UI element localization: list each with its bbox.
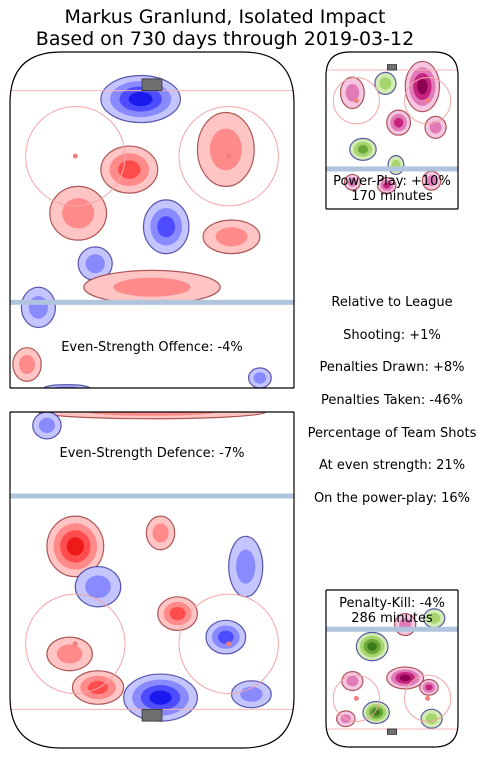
even-strength-defence-rink xyxy=(9,411,295,749)
blue-line xyxy=(326,626,458,632)
rink-boards xyxy=(325,590,459,748)
heat-contour xyxy=(149,690,172,705)
heat-contour xyxy=(152,523,169,543)
heat-contour xyxy=(253,372,267,384)
heat-contour xyxy=(157,216,176,238)
heatmap-layer xyxy=(10,74,294,388)
penalty-kill-label: Penalty-Kill: -4% 286 minutes xyxy=(326,596,458,626)
goal-net xyxy=(141,708,163,722)
heat-contour xyxy=(218,630,234,644)
relative-header: Relative to League xyxy=(331,295,453,310)
heat-contour xyxy=(425,684,433,691)
shooting-stat: Shooting: +1% xyxy=(343,328,441,343)
heat-contour xyxy=(118,160,141,179)
heat-contour xyxy=(429,121,442,134)
rink-boards xyxy=(325,51,459,209)
goal-net xyxy=(386,64,398,71)
heatmap-layer xyxy=(10,412,294,722)
even-strength-offence-rink xyxy=(9,51,295,389)
power-play-pct: Power-Play: +10% xyxy=(333,174,451,189)
heat-contour xyxy=(62,198,95,229)
heat-contour xyxy=(215,227,248,247)
blue-line xyxy=(10,299,294,305)
faceoff-circle xyxy=(25,593,126,695)
faceoff-circle xyxy=(178,593,279,695)
penalties-drawn-stat: Penalties Drawn: +8% xyxy=(319,360,465,375)
heat-contour xyxy=(347,177,357,187)
defence-label: Even-Strength Defence: -7% xyxy=(59,446,245,461)
heat-contour xyxy=(43,384,91,388)
heatmap-layer xyxy=(326,60,458,194)
blue-line xyxy=(326,166,458,172)
heat-contour xyxy=(345,83,360,102)
faceoff-circle xyxy=(332,77,380,125)
heatmap-layer xyxy=(326,608,458,730)
faceoff-dot xyxy=(226,153,232,159)
faceoff-dot xyxy=(226,641,232,647)
heat-contour xyxy=(367,642,377,651)
faceoff-dot xyxy=(425,695,431,701)
team-shots-header: Percentage of Team Shots xyxy=(307,426,477,441)
heat-contour xyxy=(38,417,55,434)
faceoff-circle xyxy=(178,105,279,207)
power-play-share: On the power-play: 16% xyxy=(313,491,471,506)
chart-title: Markus Granlund, Isolated Impact Based o… xyxy=(0,6,450,50)
heat-contour xyxy=(87,680,109,695)
heat-contour xyxy=(85,575,111,599)
rink-boards xyxy=(9,412,295,749)
offence-label: Even-Strength Offence: -4% xyxy=(61,340,243,355)
faceoff-dot xyxy=(353,98,359,104)
heat-contour xyxy=(346,675,359,687)
faceoff-circle xyxy=(404,77,452,125)
heat-contour xyxy=(372,709,381,716)
rink-boards xyxy=(9,51,295,388)
penalties-taken-stat: Penalties Taken: -46% xyxy=(321,393,463,408)
even-strength-share: At even strength: 21% xyxy=(318,458,466,473)
goal-net xyxy=(141,78,163,92)
penalty-kill-pct: Penalty-Kill: -4% xyxy=(339,596,445,611)
heat-contour xyxy=(393,117,404,128)
heat-contour xyxy=(425,713,438,725)
heat-contour xyxy=(240,686,263,702)
heat-contour xyxy=(169,606,186,621)
penalty-kill-minutes: 286 minutes xyxy=(351,611,433,626)
heat-contour xyxy=(209,128,242,171)
heat-contour xyxy=(85,254,105,274)
power-play-minutes: 170 minutes xyxy=(351,189,433,204)
blue-line xyxy=(10,493,294,499)
heat-contour xyxy=(383,182,391,189)
title-line-1: Markus Granlund, Isolated Impact xyxy=(64,6,386,28)
heat-contour xyxy=(426,175,437,187)
power-play-label: Power-Play: +10% 170 minutes xyxy=(326,174,458,204)
power-play-rink xyxy=(325,51,459,210)
faceoff-circle xyxy=(25,105,126,207)
faceoff-circle xyxy=(332,674,380,722)
heat-contour xyxy=(28,295,49,319)
heat-contour xyxy=(128,91,153,107)
heat-contour xyxy=(236,549,256,584)
faceoff-dot xyxy=(353,695,359,701)
heat-contour xyxy=(19,354,36,374)
goal-net xyxy=(386,728,398,735)
faceoff-dot xyxy=(72,153,78,159)
heat-contour xyxy=(66,537,84,556)
heat-contour xyxy=(379,77,392,90)
penalty-kill-rink xyxy=(325,589,459,748)
heat-contour xyxy=(357,145,369,154)
heat-contour xyxy=(399,674,411,682)
title-line-2: Based on 730 days through 2019-03-12 xyxy=(35,28,415,50)
faceoff-circle xyxy=(404,674,452,722)
heat-contour xyxy=(113,277,191,297)
heat-contour xyxy=(56,644,83,664)
heat-contour xyxy=(87,412,217,416)
faceoff-dot xyxy=(72,641,78,647)
heat-contour xyxy=(417,78,428,95)
faceoff-dot xyxy=(425,98,431,104)
heat-contour xyxy=(428,612,441,624)
